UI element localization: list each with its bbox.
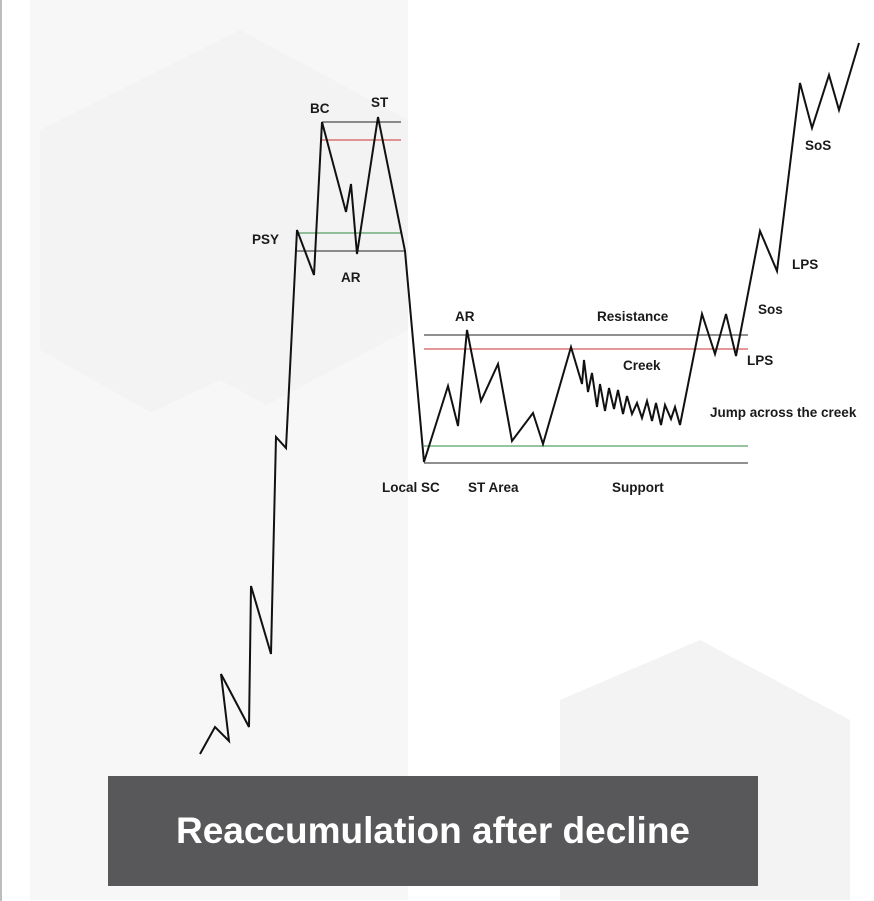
label-resistance: Resistance (597, 309, 669, 324)
label-lps-low: LPS (747, 353, 773, 368)
label-st-top: ST (371, 95, 389, 110)
label-support: Support (612, 480, 664, 495)
label-psy: PSY (252, 232, 279, 247)
price-path (199, 42, 860, 755)
label-creek: Creek (623, 358, 661, 373)
background-shapes (30, 0, 850, 900)
left-border-rule (0, 0, 2, 901)
label-ar-top: AR (341, 270, 361, 285)
label-ar-range: AR (455, 309, 475, 324)
label-jump-across-creek: Jump across the creek (710, 405, 857, 420)
label-sos-low: Sos (758, 302, 783, 317)
label-bc: BC (310, 101, 330, 116)
label-local-sc: Local SC (382, 480, 440, 495)
diagram-title: Reaccumulation after decline (175, 810, 691, 851)
label-st-area: ST Area (468, 480, 519, 495)
diagram-labels: BC ST PSY AR AR Resistance Creek Local S… (252, 95, 857, 495)
label-lps-high: LPS (792, 257, 818, 272)
label-sos-high: SoS (805, 138, 831, 153)
title-banner: Reaccumulation after decline (108, 776, 758, 886)
